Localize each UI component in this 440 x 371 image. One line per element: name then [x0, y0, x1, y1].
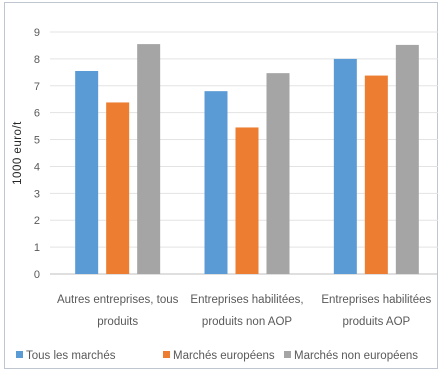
y-tick-label: 5	[34, 135, 40, 147]
y-tick-label: 2	[34, 215, 40, 227]
legend-label: Tous les marchés	[26, 350, 116, 362]
y-tick-label: 0	[34, 269, 40, 281]
y-tick-label: 9	[34, 27, 40, 39]
legend-swatch	[284, 351, 291, 358]
bar	[75, 70, 99, 274]
y-tick-label: 1	[34, 242, 40, 254]
x-category-label: produits non AOP	[202, 316, 292, 328]
x-category-label: Entreprises habilitées	[321, 294, 431, 306]
y-tick-label: 6	[34, 108, 40, 120]
y-tick-label: 8	[34, 54, 40, 66]
y-tick-label: 7	[34, 81, 40, 93]
legend-label: Marchés européens	[173, 350, 275, 362]
bar	[106, 102, 130, 275]
bar	[204, 91, 228, 275]
y-tick-label: 3	[34, 188, 40, 200]
x-category-label: produits	[97, 316, 138, 328]
legend-label: Marchés non européens	[294, 350, 418, 362]
bar	[364, 75, 388, 274]
x-category-label: produits AOP	[342, 316, 410, 328]
x-category-label: Entreprises habilitées,	[190, 294, 303, 306]
bar	[395, 44, 419, 275]
legend-swatch	[16, 351, 23, 358]
bar	[235, 127, 259, 274]
legend-swatch	[163, 351, 170, 358]
x-category-label: Autres entreprises, tous	[57, 294, 179, 306]
y-axis-title: 1000 euro/t	[12, 121, 24, 185]
bar	[266, 73, 290, 274]
bar	[333, 58, 357, 275]
bar	[137, 44, 161, 274]
y-tick-label: 4	[34, 161, 40, 173]
